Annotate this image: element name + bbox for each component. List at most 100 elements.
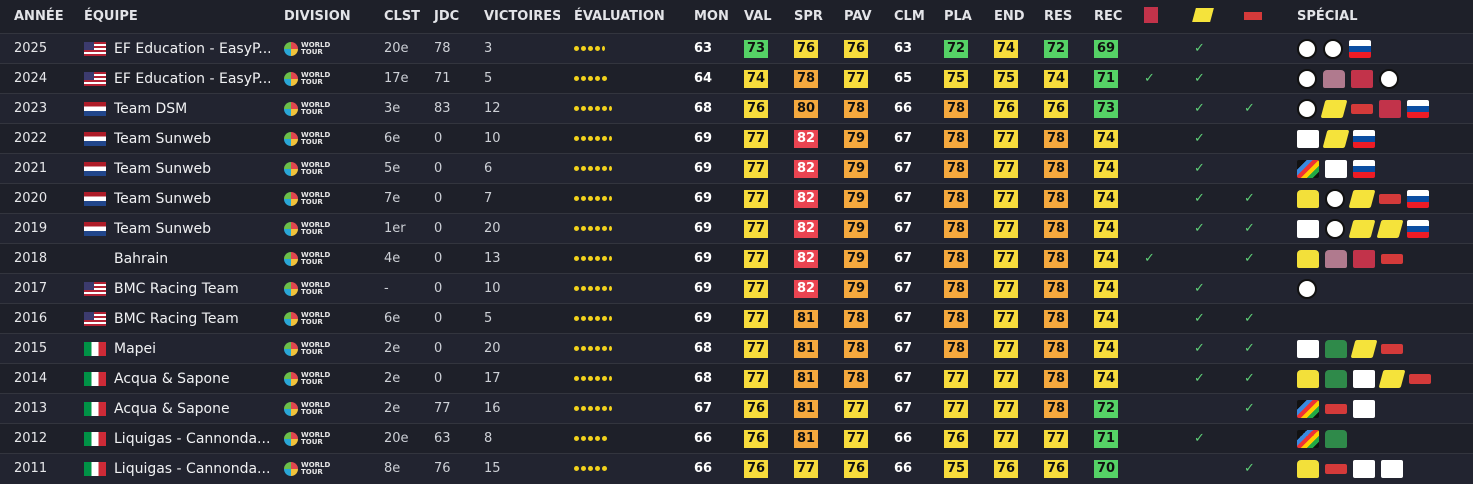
table-row[interactable]: 2022 Team Sunweb WORLD TOUR 6e 0 10 69 7… (0, 123, 1473, 154)
cell-team[interactable]: Acqua & Sapone (70, 394, 270, 424)
stat-badge: 77 (994, 129, 1018, 148)
col-year[interactable]: ANNÉE (14, 9, 64, 24)
team-name[interactable]: Acqua & Sapone (114, 370, 230, 387)
table-row[interactable]: 2019 Team Sunweb WORLD TOUR 1er 0 20 69 … (0, 213, 1473, 244)
team-name[interactable]: Bahrain (114, 250, 169, 267)
cell-pav: 79 (830, 214, 880, 244)
table-row[interactable]: 2017 BMC Racing Team WORLD TOUR - 0 10 6… (0, 273, 1473, 304)
col-spr[interactable]: SPR (794, 9, 823, 24)
cell-team[interactable]: EF Education - EasyP... (70, 64, 270, 94)
cell-eval (560, 334, 680, 364)
col-val[interactable]: VAL (744, 9, 772, 24)
cell-team[interactable]: Team Sunweb (70, 124, 270, 154)
stat-badge: 72 (1094, 399, 1118, 418)
team-name[interactable]: Team Sunweb (114, 190, 212, 207)
table-row[interactable]: 2013 Acqua & Sapone WORLD TOUR 2e 77 16 … (0, 393, 1473, 424)
table-row[interactable]: 2021 Team Sunweb WORLD TOUR 5e 0 6 69 77… (0, 153, 1473, 184)
table-row[interactable]: 2020 Team Sunweb WORLD TOUR 7e 0 7 69 77… (0, 183, 1473, 214)
division-label: WORLD TOUR (301, 460, 331, 476)
cell-c1 (1130, 214, 1180, 244)
col-team[interactable]: ÉQUIPE (84, 9, 138, 24)
col-clm[interactable]: CLM (894, 9, 925, 24)
team-name[interactable]: Mapei (114, 340, 157, 357)
team-name[interactable]: Liquigas - Cannonda... (114, 460, 270, 477)
team-name[interactable]: Acqua & Sapone (114, 400, 230, 417)
col-tdf[interactable] (1180, 0, 1230, 34)
col-wins[interactable]: VICTOIRES (484, 9, 560, 24)
cell-wins: 20 (484, 341, 501, 356)
cell-team[interactable]: BMC Racing Team (70, 304, 270, 334)
table-row[interactable]: 2015 Mapei WORLD TOUR 2e 0 20 68 77 81 7… (0, 333, 1473, 364)
col-giro[interactable] (1130, 0, 1180, 34)
cell-team[interactable]: Team Sunweb (70, 154, 270, 184)
cell-clst: - (384, 281, 389, 296)
cell-team[interactable]: Mapei (70, 334, 270, 364)
cell-team[interactable]: Liquigas - Cannonda... (70, 424, 270, 454)
team-name[interactable]: Team DSM (114, 100, 188, 117)
col-pla[interactable]: PLA (944, 9, 972, 24)
check-icon: ✓ (1194, 341, 1205, 356)
cell-c2: ✓ (1180, 424, 1230, 454)
stat-badge: 74 (994, 39, 1018, 58)
col-division[interactable]: DIVISION (284, 9, 351, 24)
jersey-pink-icon (1325, 249, 1347, 268)
team-name[interactable]: BMC Racing Team (114, 310, 239, 327)
cell-team[interactable]: Team Sunweb (70, 214, 270, 244)
stat-badge: 77 (1044, 429, 1068, 448)
rating-dot (588, 136, 593, 141)
col-eval[interactable]: ÉVALUATION (574, 9, 665, 24)
cell-team[interactable]: Liquigas - Cannonda... (70, 454, 270, 484)
cell-end: 77 (980, 394, 1030, 424)
table-row[interactable]: 2025 EF Education - EasyP... WORLD TOUR … (0, 33, 1473, 64)
col-clst[interactable]: CLST (384, 9, 420, 24)
table-row[interactable]: 2024 EF Education - EasyP... WORLD TOUR … (0, 63, 1473, 94)
team-name[interactable]: EF Education - EasyP... (114, 70, 270, 87)
team-name[interactable]: Team Sunweb (114, 160, 212, 177)
stat-badge: 77 (944, 369, 968, 388)
col-end[interactable]: END (994, 9, 1025, 24)
col-jdc[interactable]: JDC (434, 9, 460, 24)
team-name[interactable]: Team Sunweb (114, 220, 212, 237)
jersey-pink-icon (1323, 69, 1345, 88)
world-tour-logo-icon (284, 461, 298, 476)
rating-dot (574, 316, 579, 321)
col-mon[interactable]: MON (694, 9, 729, 24)
cell-c3 (1230, 64, 1283, 94)
rating-dot (588, 226, 593, 231)
table-row[interactable]: 2011 Liquigas - Cannonda... WORLD TOUR 8… (0, 453, 1473, 484)
col-res[interactable]: RES (1044, 9, 1073, 24)
stat-badge: 78 (944, 159, 968, 178)
rating-dot (581, 256, 586, 261)
cell-division: WORLD TOUR (270, 334, 370, 364)
col-special[interactable]: SPÉCIAL (1297, 9, 1358, 24)
stat-badge: 77 (744, 159, 768, 178)
col-vuelta[interactable] (1230, 0, 1283, 34)
rating-stars (574, 226, 680, 231)
cell-team[interactable]: Team Sunweb (70, 184, 270, 214)
cell-team[interactable]: Team DSM (70, 94, 270, 124)
cell-special (1283, 424, 1473, 454)
cell-spr: 82 (780, 154, 830, 184)
table-row[interactable]: 2014 Acqua & Sapone WORLD TOUR 2e 0 17 6… (0, 363, 1473, 394)
cell-eval (560, 244, 680, 274)
col-pav[interactable]: PAV (844, 9, 872, 24)
table-row[interactable]: 2018 Bahrain WORLD TOUR 4e 0 13 69 77 82… (0, 243, 1473, 274)
stat-badge: 74 (744, 69, 768, 88)
cell-clm: 63 (894, 41, 913, 56)
team-name[interactable]: Team Sunweb (114, 130, 212, 147)
cell-clm: 67 (894, 281, 913, 296)
cell-team[interactable]: Bahrain (70, 244, 270, 274)
stat-badge: 72 (944, 39, 968, 58)
team-name[interactable]: EF Education - EasyP... (114, 40, 270, 57)
table-row[interactable]: 2012 Liquigas - Cannonda... WORLD TOUR 2… (0, 423, 1473, 454)
cell-team[interactable]: Acqua & Sapone (70, 364, 270, 394)
jersey-yellow-icon (1297, 369, 1319, 388)
cell-team[interactable]: BMC Racing Team (70, 274, 270, 304)
cell-team[interactable]: EF Education - EasyP... (70, 34, 270, 64)
table-row[interactable]: 2016 BMC Racing Team WORLD TOUR 6e 0 5 6… (0, 303, 1473, 334)
team-name[interactable]: Liquigas - Cannonda... (114, 430, 270, 447)
col-rec[interactable]: REC (1094, 9, 1123, 24)
cell-res: 74 (1030, 64, 1080, 94)
team-name[interactable]: BMC Racing Team (114, 280, 239, 297)
table-row[interactable]: 2023 Team DSM WORLD TOUR 3e 83 12 68 76 … (0, 93, 1473, 124)
